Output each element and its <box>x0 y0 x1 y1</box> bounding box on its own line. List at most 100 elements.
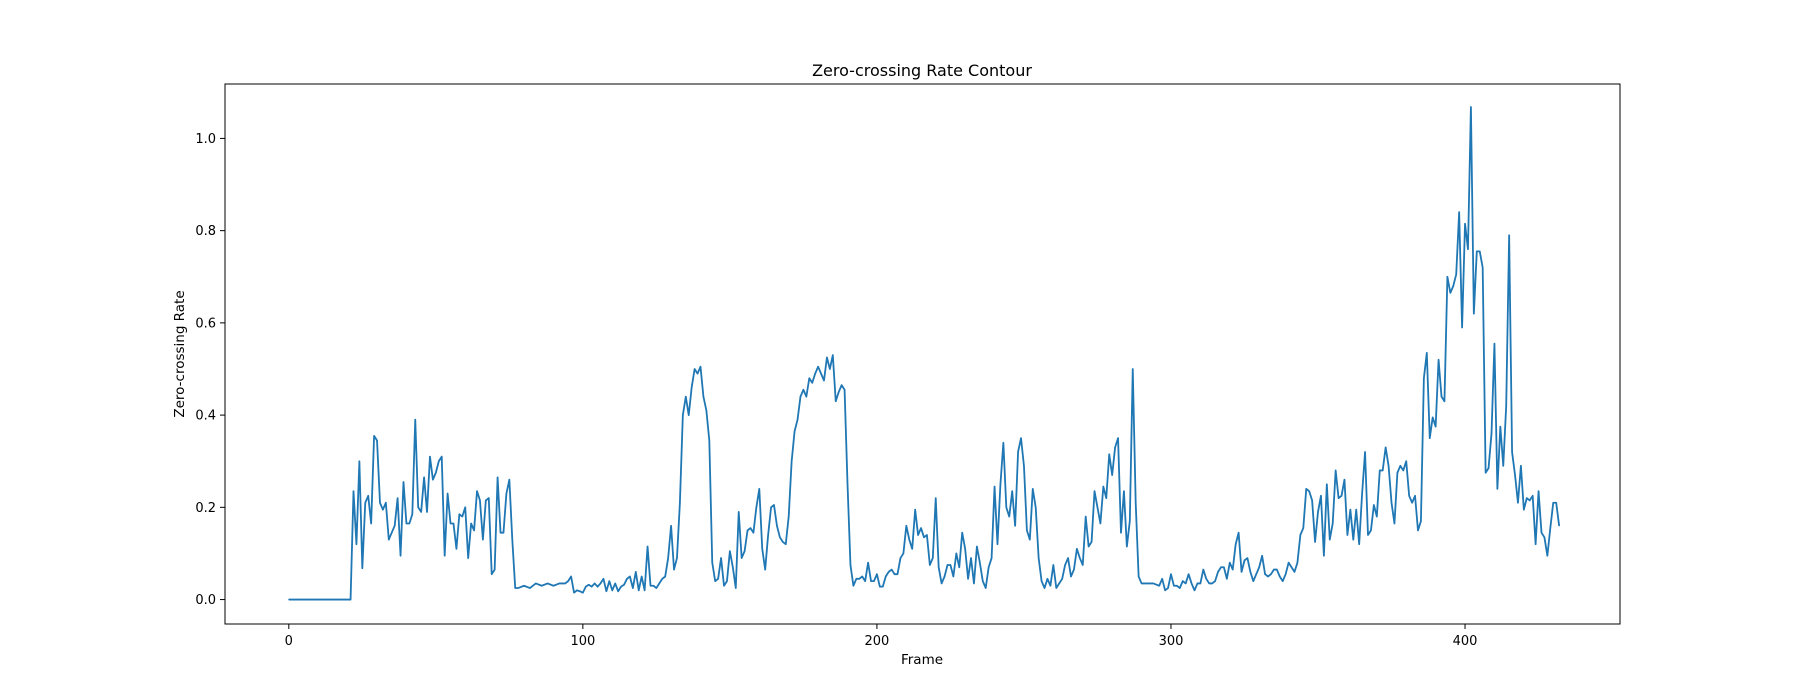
data-point <box>355 543 358 545</box>
data-point <box>1217 571 1219 573</box>
data-point <box>864 580 866 582</box>
data-point <box>1270 573 1272 575</box>
data-point <box>802 389 805 391</box>
data-point <box>632 587 634 589</box>
data-point <box>1229 562 1231 564</box>
data-point <box>1520 465 1522 467</box>
data-point <box>1467 248 1469 250</box>
data-point <box>1002 442 1004 444</box>
data-point <box>644 589 646 591</box>
data-point <box>932 557 934 559</box>
data-point <box>1082 564 1084 566</box>
data-point <box>1152 582 1154 585</box>
data-point <box>1435 426 1437 428</box>
data-point <box>1299 534 1301 536</box>
data-point <box>1026 529 1028 531</box>
data-point <box>1243 559 1246 561</box>
data-point <box>1252 580 1254 582</box>
data-point <box>588 584 590 586</box>
data-point <box>732 566 734 568</box>
data-point <box>1258 566 1260 568</box>
data-point <box>1517 502 1519 504</box>
data-point <box>402 481 405 483</box>
data-point <box>882 586 884 588</box>
data-point <box>1349 509 1351 511</box>
data-point <box>696 373 699 375</box>
data-point <box>1008 515 1010 518</box>
data-point <box>1414 495 1416 497</box>
data-point <box>879 586 881 588</box>
data-point <box>629 575 631 578</box>
zcr-data-points <box>288 106 1560 601</box>
data-point <box>1487 467 1490 469</box>
data-point <box>1096 506 1099 508</box>
data-point <box>364 502 366 504</box>
data-point <box>741 557 743 559</box>
data-point <box>711 562 713 564</box>
data-point <box>920 527 922 529</box>
data-point <box>1246 557 1249 559</box>
data-point <box>1449 292 1451 294</box>
data-point <box>1040 580 1043 582</box>
data-point <box>799 396 802 398</box>
data-point <box>958 566 960 568</box>
data-point <box>1426 352 1428 354</box>
data-point <box>752 532 755 534</box>
data-point <box>1529 499 1531 502</box>
data-point <box>482 539 484 541</box>
data-point <box>1302 527 1304 529</box>
data-point <box>694 368 696 370</box>
data-point <box>761 548 763 550</box>
data-point <box>635 571 637 573</box>
data-point <box>1073 568 1075 571</box>
data-point <box>1464 223 1466 225</box>
data-point <box>899 557 902 559</box>
data-point <box>1117 437 1119 439</box>
data-point <box>1437 359 1440 361</box>
data-point <box>1526 497 1528 499</box>
data-point <box>1285 573 1287 575</box>
data-point <box>735 587 737 589</box>
data-point <box>573 592 575 594</box>
data-point <box>426 511 428 513</box>
data-point <box>685 396 687 398</box>
data-point <box>576 589 578 591</box>
data-point <box>664 575 666 578</box>
data-point <box>1343 479 1346 481</box>
data-point <box>552 585 555 587</box>
data-point <box>876 573 878 575</box>
data-point <box>352 490 355 492</box>
data-point <box>773 504 775 506</box>
data-point <box>511 539 513 541</box>
data-point <box>1296 562 1299 564</box>
data-point <box>1055 587 1057 589</box>
data-point <box>691 386 693 389</box>
data-point <box>655 587 657 589</box>
data-point <box>817 366 819 368</box>
data-point <box>602 578 605 580</box>
data-point <box>996 543 999 545</box>
data-point <box>726 580 728 582</box>
data-point <box>529 587 531 589</box>
data-point <box>1543 536 1546 538</box>
data-point <box>955 552 957 555</box>
data-point <box>849 564 852 566</box>
data-point <box>1273 568 1275 571</box>
data-point <box>420 511 422 513</box>
data-point <box>408 522 410 525</box>
data-point <box>1226 578 1228 580</box>
data-point <box>585 586 587 588</box>
data-point <box>1558 525 1560 527</box>
data-point <box>867 562 869 564</box>
data-point <box>1476 250 1478 252</box>
data-point <box>1240 571 1243 573</box>
data-point <box>608 580 610 582</box>
data-point <box>1555 502 1557 504</box>
data-point <box>1076 548 1078 550</box>
data-point <box>617 590 619 592</box>
data-point <box>458 513 460 515</box>
data-point <box>1088 545 1090 548</box>
data-point <box>1214 580 1216 582</box>
data-point <box>441 456 443 458</box>
data-point <box>1011 490 1013 492</box>
